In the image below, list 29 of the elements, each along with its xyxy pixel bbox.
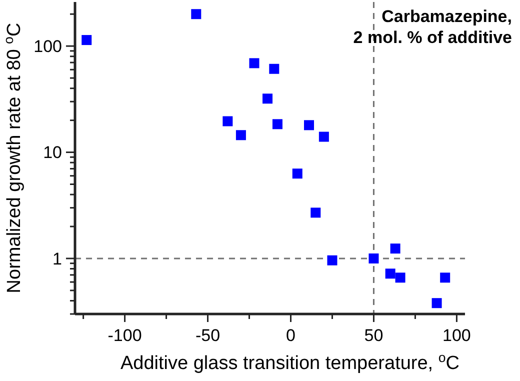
point [269, 64, 280, 74]
point [236, 130, 246, 140]
y-tick-label: 100 [34, 37, 62, 56]
point [390, 244, 400, 254]
point [318, 132, 329, 142]
point [292, 168, 302, 179]
point [385, 268, 396, 279]
x-tick-label: 0 [286, 326, 296, 345]
point [327, 255, 338, 266]
point [82, 35, 92, 46]
x-tick-label: 100 [442, 326, 471, 345]
x-tick-label: 50 [364, 326, 384, 345]
point [368, 253, 379, 264]
point [395, 272, 406, 283]
point [272, 119, 282, 130]
point [222, 116, 233, 126]
point [191, 9, 202, 20]
point [304, 120, 314, 130]
point [432, 298, 442, 308]
point [310, 208, 321, 218]
point [262, 94, 273, 104]
point [440, 272, 450, 283]
x-tick-label: -100 [108, 326, 142, 345]
x-axis-title: Additive glass transition temperature, $^{o}$C [120, 350, 460, 374]
y-tick-label: 10 [43, 143, 62, 162]
annotation: Carbamazepine, 2 mol. % of additive [353, 7, 512, 47]
y-tick-label: 1 [52, 249, 62, 268]
point [249, 58, 260, 68]
x-tick-label: -50 [195, 326, 220, 345]
